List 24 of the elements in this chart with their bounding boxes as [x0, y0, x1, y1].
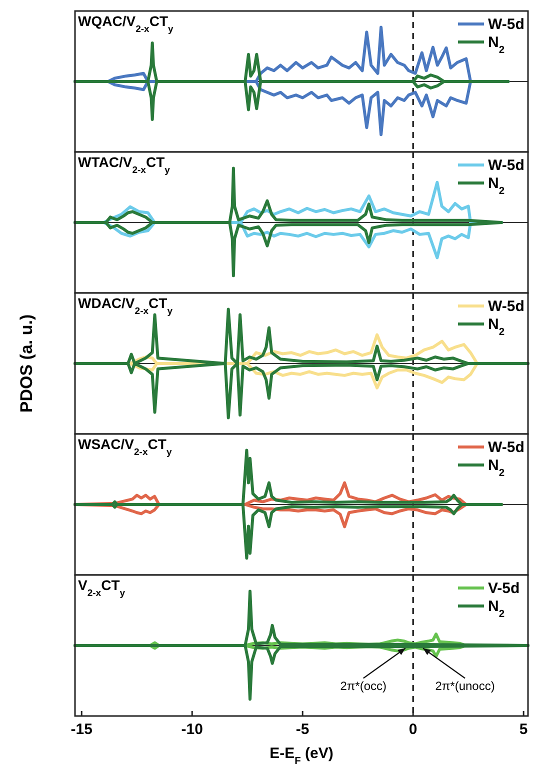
chart-title: WSAC/V$_{2-x}$CT$_{y}$ [78, 436, 172, 458]
x-tick-label: -5 [296, 721, 310, 738]
chart-title: WDAC/V$_{2-x}$CT$_{y}$ [78, 295, 174, 316]
x-axis-title: E-E$_{F}$ (eV) [270, 745, 334, 766]
y-axis-title: PDOS (a. u.) [17, 314, 36, 413]
legend-label: N$_{2}$ [488, 457, 505, 478]
legend-label: N$_{2}$ [488, 316, 505, 338]
x-tick-label: -15 [70, 721, 92, 738]
legend-label: W-5d [488, 16, 524, 33]
annotation: 2π*(occ) [340, 679, 387, 694]
annotation: 2π*(unocc) [435, 679, 495, 694]
x-tick-label: 5 [519, 721, 528, 738]
legend-label: W-5d [488, 298, 524, 315]
legend-label: N$_{2}$ [488, 598, 505, 620]
legend-label: N$_{2}$ [488, 34, 505, 56]
legend-label: V-5d [488, 580, 520, 597]
legend-label: W-5d [488, 157, 524, 174]
chart-title: V$_{2-x}$CT$_{y}$ [78, 577, 126, 598]
x-tick-label: -10 [181, 721, 203, 738]
chart-title: WQAC/V$_{2-x}$CT$_{y}$ [78, 13, 174, 34]
legend-label: W-5d [488, 439, 524, 456]
legend-label: N$_{2}$ [488, 175, 505, 196]
chart-title: WTAC/V$_{2-x}$CT$_{y}$ [78, 154, 171, 176]
x-tick-label: 0 [408, 721, 418, 738]
